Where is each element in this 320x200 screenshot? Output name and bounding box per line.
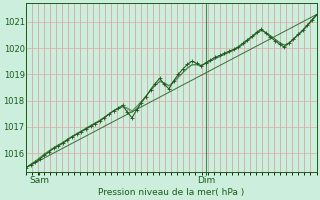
X-axis label: Pression niveau de la mer( hPa ): Pression niveau de la mer( hPa ) [98,188,244,197]
